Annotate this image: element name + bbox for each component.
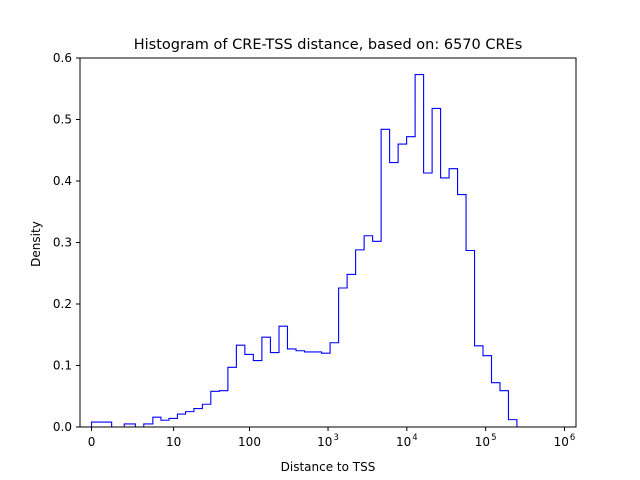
- y-tick-label: 0.3: [53, 236, 72, 250]
- x-tick-label-base: 10: [554, 435, 569, 449]
- x-tick-label: 103: [317, 433, 339, 449]
- x-tick-label: 106: [554, 433, 576, 449]
- x-tick-label-base: 10: [396, 435, 411, 449]
- x-tick-label-base: 10: [475, 435, 490, 449]
- x-tick-label-base: 100: [238, 435, 261, 449]
- y-tick-label: 0.0: [53, 420, 72, 434]
- x-tick-label: 100: [238, 435, 261, 449]
- x-axis-ticks: 0 10 100 103 104 105 106: [88, 427, 576, 449]
- x-tick-label: 0: [88, 435, 96, 449]
- x-tick-label-exponent: 4: [412, 433, 417, 443]
- x-tick-label-exponent: 5: [491, 433, 496, 443]
- x-tick-label: 10: [166, 435, 181, 449]
- y-tick-label: 0.2: [53, 297, 72, 311]
- x-tick-label: 105: [475, 433, 497, 449]
- x-axis-label: Distance to TSS: [281, 460, 376, 474]
- y-axis-label: Density: [29, 221, 43, 267]
- y-tick-label: 0.5: [53, 113, 72, 127]
- x-tick-label-base: 0: [88, 435, 96, 449]
- chart-title: Histogram of CRE-TSS distance, based on:…: [134, 37, 523, 53]
- y-tick-label: 0.6: [53, 51, 72, 65]
- x-tick-label: 104: [396, 433, 418, 449]
- x-tick-label-exponent: 3: [333, 433, 338, 443]
- y-tick-label: 0.1: [53, 359, 72, 373]
- y-tick-label: 0.4: [53, 174, 72, 188]
- x-tick-label-exponent: 6: [570, 433, 575, 443]
- y-axis-ticks: 0.0 0.1 0.2 0.3 0.4 0.5 0.6: [53, 51, 80, 434]
- histogram-step-line: [90, 74, 551, 428]
- x-tick-label-base: 10: [317, 435, 332, 449]
- x-tick-label-base: 10: [166, 435, 181, 449]
